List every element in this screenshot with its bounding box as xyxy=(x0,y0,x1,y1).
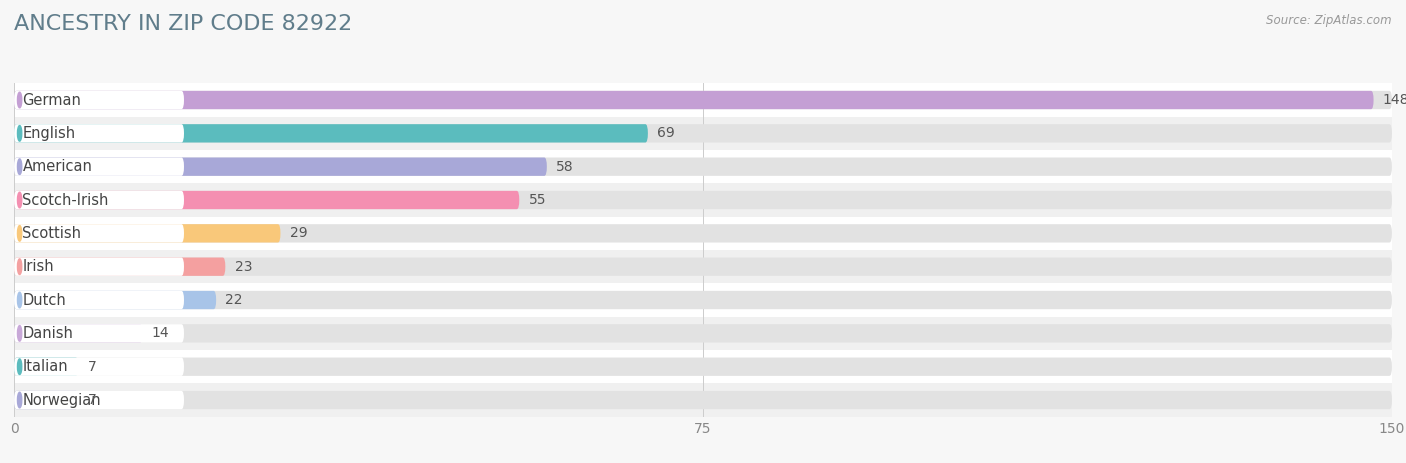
FancyBboxPatch shape xyxy=(14,191,1392,209)
FancyBboxPatch shape xyxy=(14,324,142,343)
FancyBboxPatch shape xyxy=(14,83,1392,117)
Text: ANCESTRY IN ZIP CODE 82922: ANCESTRY IN ZIP CODE 82922 xyxy=(14,14,353,34)
FancyBboxPatch shape xyxy=(14,150,1392,183)
Circle shape xyxy=(17,92,21,108)
Text: Scotch-Irish: Scotch-Irish xyxy=(22,193,108,207)
Text: Source: ZipAtlas.com: Source: ZipAtlas.com xyxy=(1267,14,1392,27)
Text: Italian: Italian xyxy=(22,359,67,374)
FancyBboxPatch shape xyxy=(14,357,1392,376)
Text: 14: 14 xyxy=(152,326,170,340)
FancyBboxPatch shape xyxy=(14,157,1392,176)
Circle shape xyxy=(17,225,21,241)
Text: 7: 7 xyxy=(87,393,96,407)
Text: 148: 148 xyxy=(1382,93,1406,107)
FancyBboxPatch shape xyxy=(14,391,79,409)
FancyBboxPatch shape xyxy=(14,191,519,209)
FancyBboxPatch shape xyxy=(14,291,1392,309)
FancyBboxPatch shape xyxy=(14,157,547,176)
FancyBboxPatch shape xyxy=(14,283,1392,317)
FancyBboxPatch shape xyxy=(14,357,79,376)
Text: 22: 22 xyxy=(225,293,243,307)
Text: 55: 55 xyxy=(529,193,546,207)
FancyBboxPatch shape xyxy=(14,291,184,309)
FancyBboxPatch shape xyxy=(14,391,184,409)
Text: Irish: Irish xyxy=(22,259,53,274)
Text: English: English xyxy=(22,126,76,141)
FancyBboxPatch shape xyxy=(14,157,184,176)
FancyBboxPatch shape xyxy=(14,124,648,143)
FancyBboxPatch shape xyxy=(14,324,1392,343)
FancyBboxPatch shape xyxy=(14,124,184,143)
FancyBboxPatch shape xyxy=(14,224,184,243)
FancyBboxPatch shape xyxy=(14,324,184,343)
FancyBboxPatch shape xyxy=(14,124,1392,143)
Text: Danish: Danish xyxy=(22,326,73,341)
FancyBboxPatch shape xyxy=(14,224,280,243)
Circle shape xyxy=(17,359,21,375)
Text: 69: 69 xyxy=(657,126,675,140)
Text: American: American xyxy=(22,159,93,174)
FancyBboxPatch shape xyxy=(14,117,1392,150)
Circle shape xyxy=(17,392,21,408)
Text: 23: 23 xyxy=(235,260,252,274)
Circle shape xyxy=(17,292,21,308)
FancyBboxPatch shape xyxy=(14,350,1392,383)
Text: German: German xyxy=(22,93,82,107)
Circle shape xyxy=(17,159,21,175)
FancyBboxPatch shape xyxy=(14,257,184,276)
Circle shape xyxy=(17,259,21,275)
FancyBboxPatch shape xyxy=(14,257,1392,276)
FancyBboxPatch shape xyxy=(14,91,1374,109)
Circle shape xyxy=(17,125,21,141)
Text: Scottish: Scottish xyxy=(22,226,82,241)
FancyBboxPatch shape xyxy=(14,391,1392,409)
FancyBboxPatch shape xyxy=(14,91,1392,109)
Text: 29: 29 xyxy=(290,226,308,240)
Text: 58: 58 xyxy=(555,160,574,174)
Circle shape xyxy=(17,192,21,208)
FancyBboxPatch shape xyxy=(14,357,184,376)
FancyBboxPatch shape xyxy=(14,383,1392,417)
Text: Dutch: Dutch xyxy=(22,293,66,307)
FancyBboxPatch shape xyxy=(14,250,1392,283)
FancyBboxPatch shape xyxy=(14,224,1392,243)
Text: Norwegian: Norwegian xyxy=(22,393,101,407)
FancyBboxPatch shape xyxy=(14,257,225,276)
FancyBboxPatch shape xyxy=(14,217,1392,250)
FancyBboxPatch shape xyxy=(14,183,1392,217)
FancyBboxPatch shape xyxy=(14,91,184,109)
FancyBboxPatch shape xyxy=(14,191,184,209)
FancyBboxPatch shape xyxy=(14,291,217,309)
FancyBboxPatch shape xyxy=(14,317,1392,350)
Text: 7: 7 xyxy=(87,360,96,374)
Circle shape xyxy=(17,325,21,341)
